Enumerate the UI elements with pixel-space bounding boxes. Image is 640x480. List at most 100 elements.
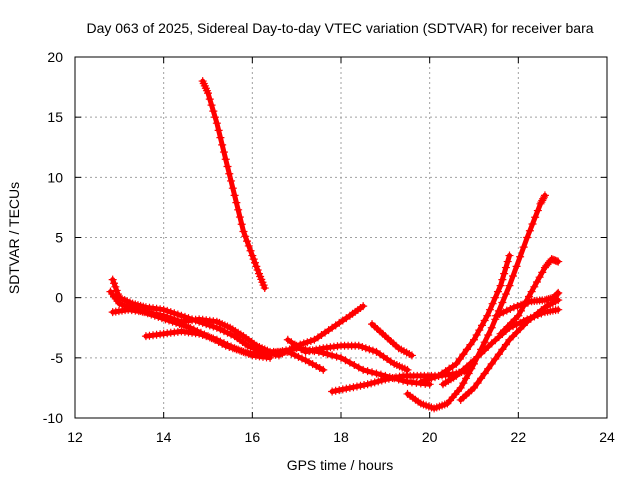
plus-marker bbox=[538, 196, 547, 205]
plus-marker bbox=[470, 335, 478, 344]
plus-marker bbox=[234, 345, 243, 354]
plus-marker bbox=[554, 305, 563, 314]
plus-marker bbox=[430, 373, 439, 382]
plus-marker bbox=[337, 353, 345, 362]
plus-marker bbox=[141, 308, 150, 317]
plus-marker bbox=[230, 344, 239, 353]
plus-marker bbox=[358, 343, 367, 352]
plus-marker bbox=[207, 101, 216, 110]
plus-marker bbox=[537, 198, 546, 207]
plus-marker bbox=[533, 206, 542, 215]
plus-marker bbox=[159, 311, 168, 320]
chart-title: Day 063 of 2025, Sidereal Day-to-day VTE… bbox=[86, 20, 593, 36]
plus-marker bbox=[205, 333, 214, 342]
plus-marker bbox=[360, 381, 369, 390]
plus-marker bbox=[241, 348, 250, 357]
plus-marker bbox=[381, 375, 390, 384]
plus-marker bbox=[473, 352, 482, 361]
plus-marker bbox=[209, 107, 218, 116]
plus-marker bbox=[456, 383, 465, 392]
plus-marker bbox=[538, 268, 547, 277]
plus-marker bbox=[505, 251, 514, 260]
series-arc-13 bbox=[492, 288, 563, 320]
y-tick-label: 10 bbox=[47, 169, 63, 185]
plus-marker bbox=[308, 360, 317, 369]
plus-marker bbox=[376, 370, 385, 379]
plus-marker bbox=[365, 345, 374, 354]
plus-marker bbox=[498, 275, 507, 284]
plus-marker bbox=[388, 374, 397, 383]
plus-marker bbox=[212, 119, 221, 128]
series-arc-7 bbox=[368, 320, 416, 360]
plus-marker bbox=[163, 312, 172, 321]
plus-marker bbox=[221, 155, 230, 164]
plus-marker bbox=[356, 381, 365, 390]
plus-marker bbox=[341, 356, 350, 365]
plus-marker bbox=[536, 199, 545, 208]
series-arc-1 bbox=[198, 77, 269, 293]
plus-marker bbox=[202, 332, 211, 341]
plus-marker bbox=[470, 356, 478, 365]
plus-marker bbox=[218, 140, 227, 149]
plus-marker bbox=[485, 305, 494, 314]
plus-marker bbox=[323, 350, 332, 359]
plus-marker bbox=[299, 339, 308, 348]
plus-marker bbox=[484, 342, 493, 351]
plus-marker bbox=[237, 220, 246, 229]
plus-marker bbox=[328, 387, 337, 396]
plus-marker bbox=[477, 349, 486, 358]
x-tick-label: 24 bbox=[599, 429, 615, 445]
plus-marker bbox=[507, 318, 516, 327]
plus-marker bbox=[384, 374, 393, 383]
plus-marker bbox=[335, 386, 344, 395]
plus-marker bbox=[509, 332, 518, 341]
plus-marker bbox=[467, 364, 476, 373]
plus-marker bbox=[345, 383, 354, 392]
series-arc-6 bbox=[283, 335, 412, 374]
plus-marker bbox=[503, 257, 512, 266]
plus-marker bbox=[235, 213, 244, 222]
axis-ticks bbox=[74, 56, 608, 419]
plus-marker bbox=[500, 326, 509, 335]
plus-marker bbox=[495, 310, 504, 319]
plus-marker bbox=[305, 358, 314, 367]
plus-marker bbox=[519, 302, 528, 311]
x-tick-label: 22 bbox=[511, 429, 527, 445]
plus-marker bbox=[266, 353, 275, 362]
plus-marker bbox=[315, 344, 324, 353]
plus-marker bbox=[492, 311, 501, 320]
plus-marker bbox=[491, 355, 500, 364]
plus-marker bbox=[480, 369, 489, 378]
plus-marker bbox=[209, 334, 218, 343]
series-arc-10 bbox=[416, 251, 514, 386]
x-tick-label: 12 bbox=[67, 429, 83, 445]
series-line bbox=[110, 277, 366, 358]
plus-marker bbox=[312, 345, 321, 354]
plus-marker bbox=[345, 358, 354, 367]
plus-marker bbox=[205, 95, 214, 104]
plus-marker bbox=[170, 315, 179, 324]
plus-marker bbox=[246, 246, 255, 255]
plus-marker bbox=[480, 316, 489, 325]
plus-marker bbox=[525, 226, 534, 235]
plus-marker bbox=[487, 359, 496, 368]
plus-marker bbox=[477, 374, 486, 383]
plus-marker bbox=[110, 279, 119, 288]
plus-marker bbox=[488, 299, 497, 308]
plus-marker bbox=[494, 350, 503, 359]
plus-marker bbox=[308, 346, 317, 355]
plus-marker bbox=[506, 304, 515, 313]
plus-marker bbox=[501, 290, 510, 299]
plus-marker bbox=[219, 148, 228, 157]
plus-marker bbox=[470, 383, 478, 392]
plus-marker bbox=[498, 345, 507, 354]
plus-marker bbox=[532, 278, 541, 287]
plus-marker bbox=[501, 263, 510, 272]
plus-marker bbox=[250, 258, 259, 267]
series-arc-14 bbox=[496, 255, 563, 338]
plus-marker bbox=[484, 364, 493, 373]
plus-marker bbox=[216, 337, 225, 346]
plus-marker bbox=[328, 351, 337, 360]
plus-marker bbox=[290, 351, 299, 360]
plus-marker bbox=[350, 361, 359, 370]
